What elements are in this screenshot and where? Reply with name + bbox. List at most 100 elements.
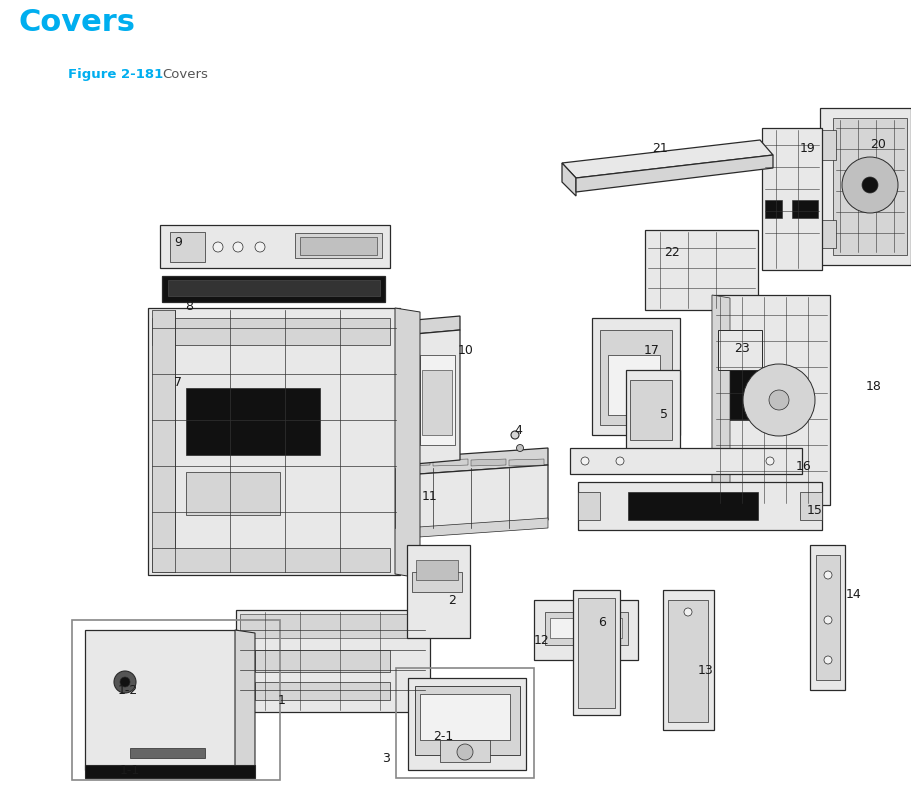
Circle shape [824,656,832,664]
Text: 1-2: 1-2 [118,683,138,697]
Text: 12: 12 [534,634,550,646]
Text: 22: 22 [664,245,680,259]
Polygon shape [395,308,420,578]
Bar [408,678,526,770]
Circle shape [255,242,265,252]
Bar [186,472,280,515]
Polygon shape [376,448,548,477]
Polygon shape [235,630,255,770]
Bar [300,237,377,255]
Text: 4: 4 [514,423,522,436]
Bar [765,200,782,218]
Circle shape [517,444,524,451]
Bar [415,686,520,755]
Bar [186,388,320,455]
Circle shape [743,364,815,436]
Text: 7: 7 [174,376,182,389]
Text: 10: 10 [458,344,474,356]
Circle shape [120,677,130,687]
Circle shape [862,177,878,193]
Text: 2: 2 [448,594,456,606]
Text: 19: 19 [800,141,816,154]
Circle shape [842,157,898,213]
Circle shape [114,671,136,693]
Bar [170,232,205,262]
Circle shape [457,744,473,760]
Text: 8: 8 [185,300,193,313]
Polygon shape [471,459,506,466]
Bar [534,600,638,660]
Bar [148,308,400,575]
Bar [820,108,911,265]
Bar [762,128,822,270]
Bar [668,600,708,722]
Text: Covers: Covers [18,8,135,37]
Bar [626,370,680,450]
Text: 13: 13 [698,663,714,677]
Bar [295,233,382,258]
Text: 16: 16 [796,459,812,472]
Bar [573,590,620,715]
Circle shape [824,616,832,624]
Bar [255,682,390,700]
Text: 20: 20 [870,138,885,152]
Polygon shape [433,459,468,466]
Text: 1: 1 [278,694,286,706]
Bar [608,355,660,415]
Bar [718,330,762,370]
Text: 9: 9 [174,236,182,248]
Polygon shape [712,295,730,503]
Circle shape [769,390,789,410]
Bar [820,130,836,160]
Circle shape [511,431,519,439]
Bar [570,448,802,474]
Bar [645,230,758,310]
Text: 17: 17 [644,344,660,357]
Text: 21: 21 [652,141,668,154]
Bar [130,748,205,758]
Polygon shape [562,140,773,178]
Bar [236,610,430,712]
Bar [833,118,907,255]
Bar [407,545,470,638]
Text: 1-1: 1-1 [120,764,140,777]
Polygon shape [415,316,460,334]
Text: 15: 15 [807,504,823,518]
Bar [420,694,510,740]
Text: 6: 6 [598,615,606,629]
Bar [630,380,672,440]
Polygon shape [576,155,773,192]
Polygon shape [395,459,430,466]
Polygon shape [376,518,548,540]
Bar [718,368,762,420]
Bar [152,310,175,572]
Bar [628,492,758,520]
Bar [162,276,385,302]
Text: 18: 18 [866,380,882,393]
Bar [72,620,280,780]
Text: Figure 2-181: Figure 2-181 [68,68,163,81]
Bar [160,225,390,268]
Bar [663,590,714,730]
Bar [550,618,622,638]
Text: 23: 23 [734,343,750,356]
Circle shape [233,242,243,252]
Text: 3: 3 [382,752,390,765]
Bar [420,355,455,445]
Text: 2-1: 2-1 [433,730,453,744]
Circle shape [766,457,774,465]
Bar [600,330,672,425]
Bar [255,650,390,672]
Bar [712,295,830,505]
Text: 14: 14 [846,589,862,602]
Bar [85,630,238,770]
Bar [810,545,845,690]
Bar [816,555,840,680]
Bar [578,492,600,520]
Bar [85,765,255,778]
Bar [792,200,818,218]
Circle shape [616,457,624,465]
Polygon shape [415,330,460,464]
Text: Covers: Covers [162,68,208,81]
Circle shape [824,571,832,579]
